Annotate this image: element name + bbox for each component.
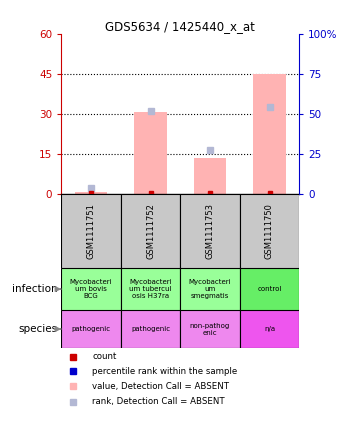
- Bar: [61, 310, 121, 348]
- Bar: [121, 194, 180, 268]
- Bar: [75, 192, 107, 194]
- Text: count: count: [92, 352, 117, 362]
- Text: non-pathog
enic: non-pathog enic: [190, 322, 230, 335]
- Bar: [121, 310, 180, 348]
- Text: value, Detection Call = ABSENT: value, Detection Call = ABSENT: [92, 382, 229, 391]
- Text: GSM1111751: GSM1111751: [86, 203, 96, 258]
- Bar: [240, 268, 299, 310]
- Bar: [253, 74, 286, 194]
- Bar: [180, 310, 240, 348]
- Bar: [61, 268, 121, 310]
- Text: percentile rank within the sample: percentile rank within the sample: [92, 367, 237, 376]
- Text: GSM1111753: GSM1111753: [205, 203, 215, 258]
- Text: Mycobacteri
um tubercul
osis H37ra: Mycobacteri um tubercul osis H37ra: [129, 279, 172, 299]
- Text: control: control: [257, 286, 282, 292]
- Text: Mycobacteri
um bovis
BCG: Mycobacteri um bovis BCG: [70, 279, 112, 299]
- Text: GSM1111752: GSM1111752: [146, 203, 155, 258]
- Text: infection: infection: [12, 284, 58, 294]
- Title: GDS5634 / 1425440_x_at: GDS5634 / 1425440_x_at: [105, 20, 255, 33]
- Bar: [134, 113, 167, 194]
- Bar: [61, 194, 121, 268]
- Bar: [240, 310, 299, 348]
- Bar: [121, 268, 180, 310]
- Bar: [240, 194, 299, 268]
- Text: n/a: n/a: [264, 326, 275, 332]
- Text: pathogenic: pathogenic: [131, 326, 170, 332]
- Bar: [180, 194, 240, 268]
- Text: species: species: [19, 324, 58, 334]
- Bar: [194, 158, 226, 194]
- Bar: [180, 268, 240, 310]
- Text: Mycobacteri
um
smegmatis: Mycobacteri um smegmatis: [189, 279, 231, 299]
- Text: rank, Detection Call = ABSENT: rank, Detection Call = ABSENT: [92, 397, 225, 406]
- Text: pathogenic: pathogenic: [71, 326, 111, 332]
- Text: GSM1111750: GSM1111750: [265, 203, 274, 258]
